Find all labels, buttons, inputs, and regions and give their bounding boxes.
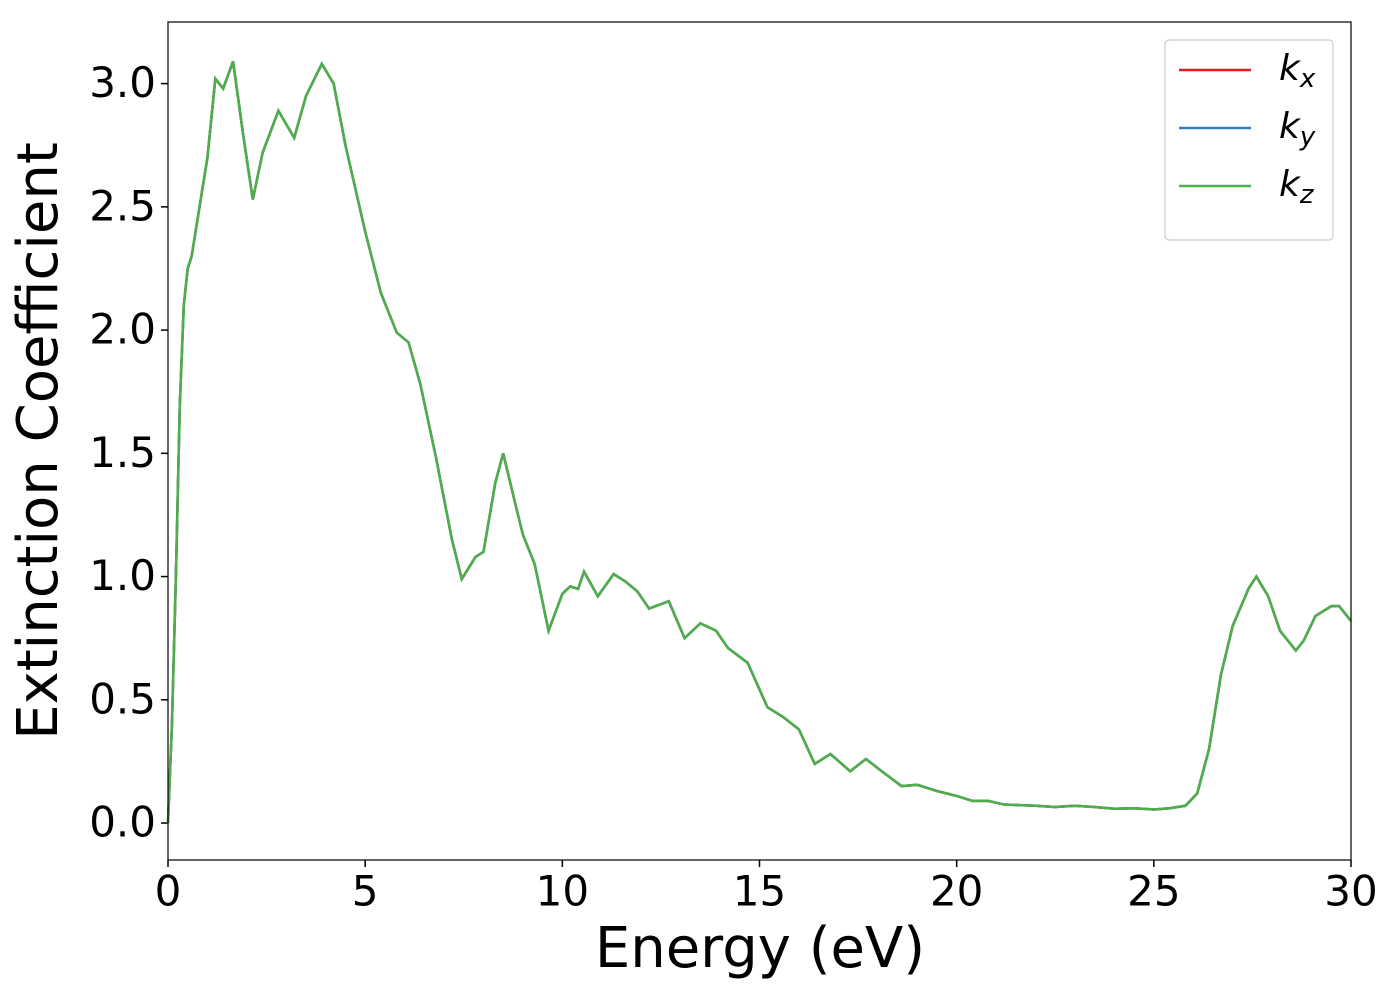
x-axis-label: Energy (eV) <box>595 916 925 981</box>
y-tick-label: 1.0 <box>89 551 156 600</box>
legend-box <box>1164 39 1334 241</box>
y-tick-label: 2.0 <box>89 305 156 354</box>
legend-label: kx <box>1279 48 1316 94</box>
y-tick-label: 2.5 <box>89 181 156 230</box>
x-tick-label: 25 <box>1127 867 1180 916</box>
series-line <box>166 61 1352 824</box>
legend-label: kz <box>1279 164 1315 210</box>
plot-frame <box>167 21 1352 861</box>
x-tick-label: 15 <box>733 867 786 916</box>
y-tick-label: 1.5 <box>89 428 156 477</box>
x-tick-label: 0 <box>155 867 182 916</box>
y-axis-label: Extinction Coefficient <box>6 142 71 740</box>
legend-label: ky <box>1279 106 1316 152</box>
x-tick-label: 30 <box>1324 867 1377 916</box>
x-tick-label: 5 <box>352 867 379 916</box>
x-tick-label: 10 <box>536 867 589 916</box>
x-tick-label: 20 <box>930 867 983 916</box>
y-tick-label: 0.5 <box>89 674 156 723</box>
y-tick-label: 3.0 <box>89 58 156 107</box>
y-tick-label: 0.0 <box>89 798 156 847</box>
